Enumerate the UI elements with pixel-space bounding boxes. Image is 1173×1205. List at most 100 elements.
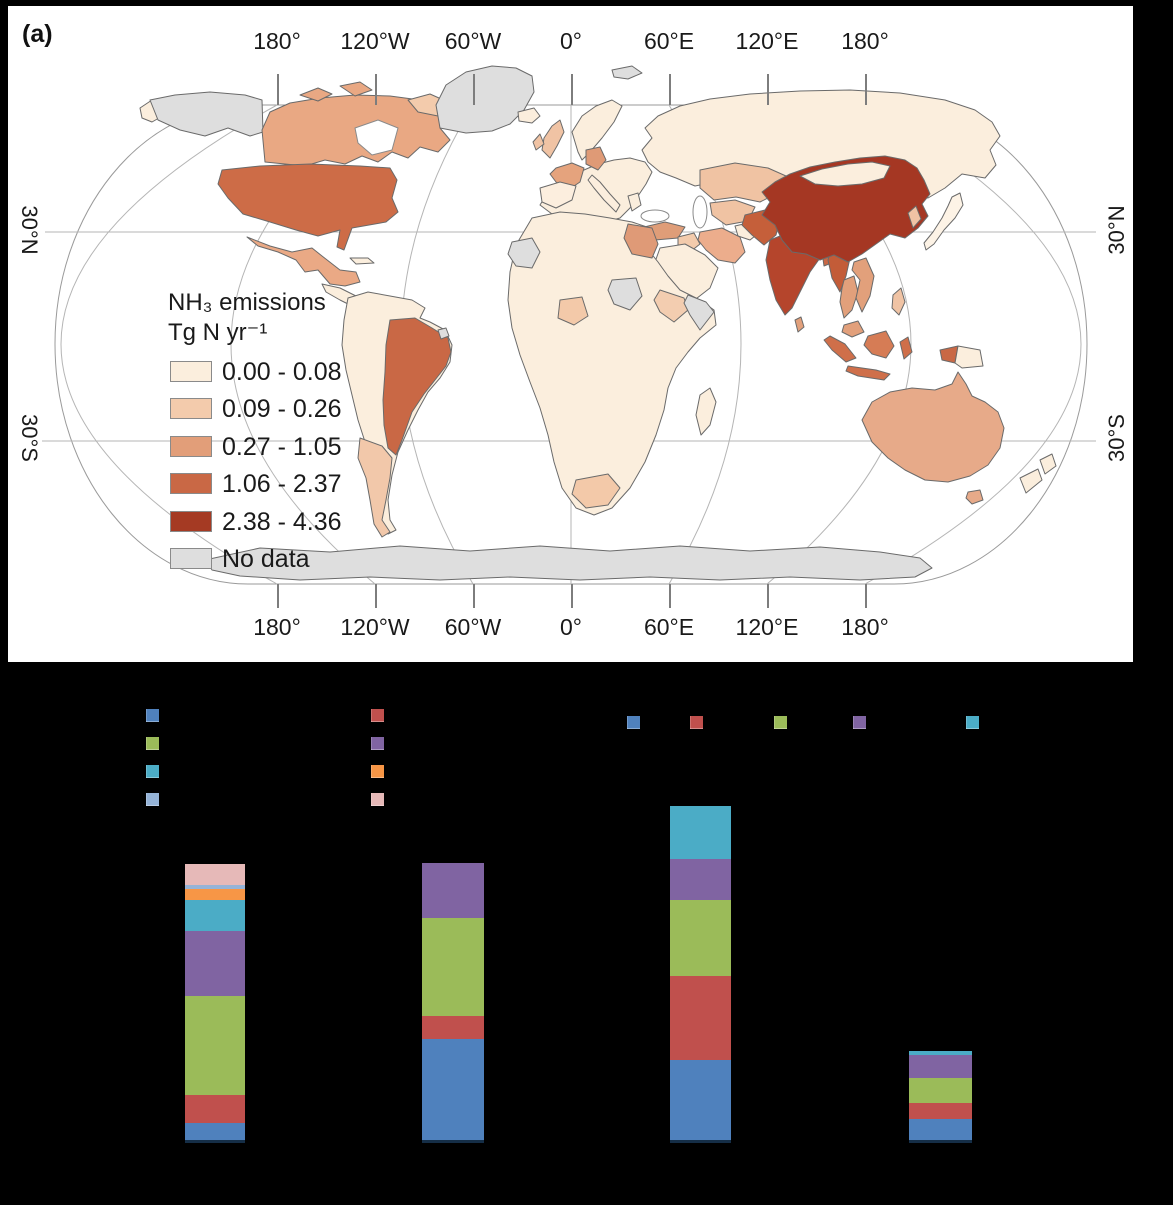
black-sea <box>640 209 670 223</box>
country-iran <box>697 227 746 264</box>
map-legend-label: 1.06 - 2.37 <box>222 470 342 499</box>
legend-square-green <box>146 737 159 750</box>
country-china <box>761 155 931 263</box>
map-legend-title: NH₃ emissions Tg N yr⁻¹ <box>168 288 326 348</box>
bar-segment-red <box>422 1016 484 1039</box>
countries <box>139 65 1057 581</box>
country-thailand <box>839 275 859 319</box>
map-legend-swatch <box>170 510 212 532</box>
country-borneo <box>863 330 895 359</box>
country-philippines <box>891 287 906 316</box>
bar-segment-blue <box>422 1039 484 1140</box>
country-iberia <box>539 181 577 209</box>
lon-tick-label-top: 180° <box>253 28 301 54</box>
bar-segment-blue <box>909 1119 972 1140</box>
bar-segment-green <box>670 900 731 976</box>
bar-segment-red <box>909 1103 972 1119</box>
bar-segment-green <box>185 996 245 1095</box>
lon-tick-label-top: 180° <box>841 28 889 54</box>
hudson-bay <box>354 119 399 156</box>
country-germany <box>585 146 607 171</box>
bar-segment-teal <box>909 1051 972 1055</box>
bar-floor-shadow <box>185 1140 245 1143</box>
map-legend-label: 0.00 - 0.08 <box>222 358 342 386</box>
bar-floor-shadow <box>670 1140 731 1143</box>
lon-tick-mark-bottom <box>865 584 867 608</box>
lon-tick-mark-bottom <box>375 584 377 608</box>
map-legend-label: 2.38 - 4.36 <box>222 507 342 536</box>
country-uk <box>541 119 565 159</box>
country-arctic-island <box>299 87 333 102</box>
stacked-bar-4 <box>909 1051 972 1143</box>
map-legend-swatch <box>170 435 212 457</box>
country-malaysia <box>841 320 865 338</box>
legend-square-blue <box>146 709 159 722</box>
map-legend-swatch <box>170 398 212 420</box>
country-nigeria <box>557 296 589 326</box>
lat-label: 30°N <box>17 205 42 255</box>
panel-a-label: (a) <box>22 20 53 48</box>
country-somalia <box>683 294 715 331</box>
lon-tick-label-bottom: 120°E <box>735 614 799 640</box>
country-ireland <box>532 133 545 151</box>
lon-tick-mark-bottom <box>277 584 279 608</box>
country-vietnam <box>851 257 875 313</box>
country-greenland <box>435 65 535 134</box>
country-java <box>845 365 891 381</box>
stacked-bar-2 <box>422 863 484 1143</box>
country-alaska <box>149 91 264 137</box>
lat-label: 30°S <box>17 414 42 462</box>
lon-tick-label-top: 0° <box>560 28 582 54</box>
lon-tick-mark-bottom <box>473 584 475 608</box>
country-new-zealand-south <box>1019 468 1043 494</box>
bar-floor-shadow <box>422 1140 484 1143</box>
lat-label: 30°N <box>1104 205 1129 255</box>
lon-tick-label-top: 120°W <box>340 28 410 54</box>
map-legend-label: 0.27 - 1.05 <box>222 432 342 461</box>
bar-segment-purple <box>185 931 245 996</box>
country-papua-new-guinea <box>954 345 984 369</box>
bar-segment-red <box>670 976 731 1060</box>
legend-square-orange <box>371 765 384 778</box>
bar-segment-blue <box>670 1060 731 1140</box>
stacked-bar-3 <box>670 806 731 1143</box>
lon-tick-label-top: 120°E <box>735 28 799 54</box>
legend-title-line2: Tg N yr⁻¹ <box>168 319 268 346</box>
lon-tick-mark-top <box>571 74 573 105</box>
bar-segment-red <box>185 1095 245 1123</box>
bar-segment-lightblue <box>185 885 245 889</box>
legend-square-blue <box>627 716 640 729</box>
legend-square-teal <box>146 765 159 778</box>
legend-title-line1: NH₃ emissions <box>168 289 326 316</box>
country-mongolia <box>799 161 891 187</box>
country-sulawesi <box>899 336 913 360</box>
legend-square-green <box>774 716 787 729</box>
bar-segment-purple <box>909 1055 972 1078</box>
country-ethiopia <box>653 289 689 323</box>
bar-floor-shadow <box>909 1140 972 1143</box>
bar-segment-green <box>422 918 484 1016</box>
country-italy <box>587 174 621 213</box>
lon-tick-mark-top <box>473 74 475 105</box>
country-greece <box>627 192 642 212</box>
country-south-korea <box>907 205 922 229</box>
country-western-sahara <box>507 237 541 269</box>
country-egypt <box>623 223 659 259</box>
country-australia <box>861 371 1005 483</box>
lon-tick-mark-bottom <box>767 584 769 608</box>
map-legend-swatch <box>170 361 212 382</box>
legend-square-pink <box>371 793 384 806</box>
lon-tick-mark-top <box>277 74 279 105</box>
map-boundary <box>54 104 1088 585</box>
country-japan <box>923 192 964 251</box>
bar-segment-purple <box>422 863 484 918</box>
caspian-sea <box>692 195 708 229</box>
inland-water <box>354 119 708 229</box>
legend-square-red <box>371 709 384 722</box>
country-cuba <box>349 257 375 265</box>
legend-square-purple <box>371 737 384 750</box>
stacked-bar-1 <box>185 864 245 1143</box>
bar-segment-blue <box>185 1123 245 1140</box>
country-south-africa <box>571 473 621 509</box>
